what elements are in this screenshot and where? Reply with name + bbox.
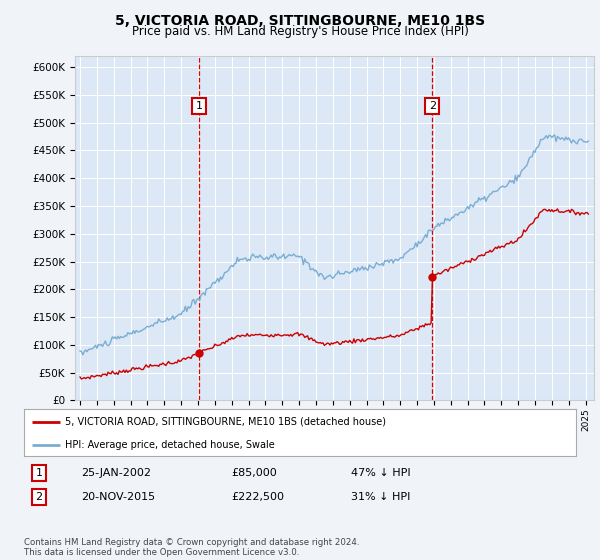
Text: HPI: Average price, detached house, Swale: HPI: Average price, detached house, Swal… bbox=[65, 440, 275, 450]
Text: 5, VICTORIA ROAD, SITTINGBOURNE, ME10 1BS (detached house): 5, VICTORIA ROAD, SITTINGBOURNE, ME10 1B… bbox=[65, 417, 386, 427]
Text: 20-NOV-2015: 20-NOV-2015 bbox=[81, 492, 155, 502]
Text: 2: 2 bbox=[428, 101, 436, 111]
Text: 25-JAN-2002: 25-JAN-2002 bbox=[81, 468, 151, 478]
Text: 5, VICTORIA ROAD, SITTINGBOURNE, ME10 1BS: 5, VICTORIA ROAD, SITTINGBOURNE, ME10 1B… bbox=[115, 14, 485, 28]
Text: Contains HM Land Registry data © Crown copyright and database right 2024.
This d: Contains HM Land Registry data © Crown c… bbox=[24, 538, 359, 557]
Text: 31% ↓ HPI: 31% ↓ HPI bbox=[351, 492, 410, 502]
Text: 2: 2 bbox=[35, 492, 43, 502]
Text: 1: 1 bbox=[196, 101, 203, 111]
Text: £85,000: £85,000 bbox=[231, 468, 277, 478]
Text: £222,500: £222,500 bbox=[231, 492, 284, 502]
Text: Price paid vs. HM Land Registry's House Price Index (HPI): Price paid vs. HM Land Registry's House … bbox=[131, 25, 469, 38]
Text: 1: 1 bbox=[35, 468, 43, 478]
Text: 47% ↓ HPI: 47% ↓ HPI bbox=[351, 468, 410, 478]
